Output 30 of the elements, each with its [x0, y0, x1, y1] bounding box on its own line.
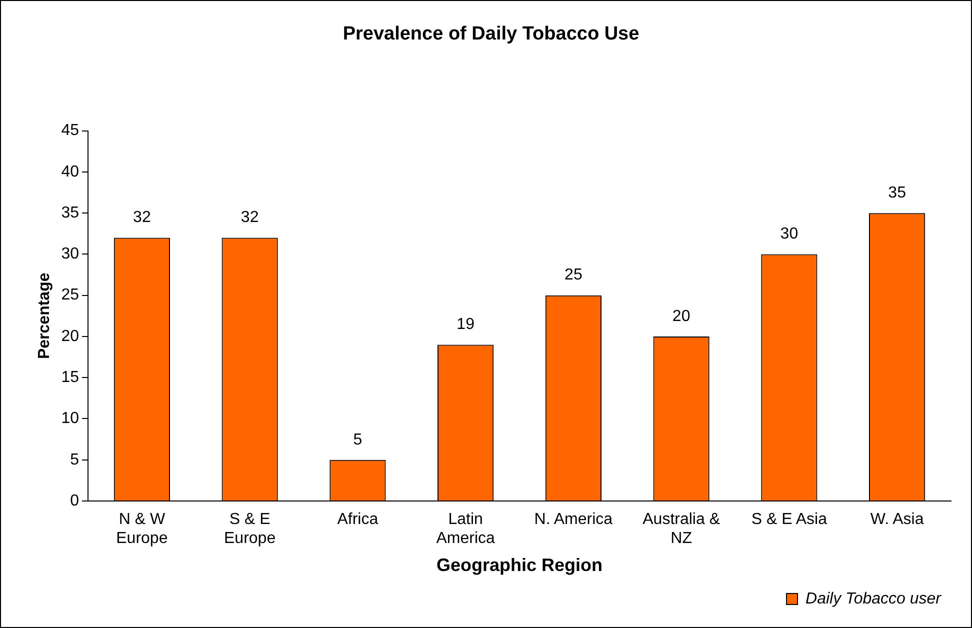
data-label: 20	[672, 308, 690, 325]
y-tick-label: 0	[70, 492, 80, 510]
y-tick-label: 40	[61, 163, 80, 180]
x-tick-label: N & W Europe	[116, 511, 168, 548]
x-tick-label: S & E Europe	[224, 511, 276, 548]
x-tick-label: W. Asia	[870, 511, 924, 528]
x-tick-label: Australia & NZ	[642, 511, 720, 548]
y-tick-label: 15	[61, 369, 80, 386]
y-tick-label: 5	[70, 451, 80, 468]
y-tick-label: 20	[61, 328, 80, 345]
data-label: 25	[564, 266, 582, 284]
x-tick-label: Latin America	[436, 511, 495, 548]
data-label: 5	[353, 431, 362, 448]
y-tick-label: 45	[61, 122, 80, 140]
chart-title: Prevalence of Daily Tobacco Use	[342, 24, 640, 45]
data-label: 30	[780, 226, 798, 243]
data-label: 32	[240, 209, 259, 226]
x-tick-label: Africa	[337, 511, 378, 528]
y-tick-label: 10	[61, 410, 80, 428]
x-tick-label: S & E Asia	[751, 511, 828, 528]
data-label: 19	[456, 316, 475, 334]
data-label: 32	[133, 209, 151, 226]
y-tick-label: 25	[61, 286, 80, 304]
x-tick-label: N. America	[534, 511, 613, 528]
legend-label: Daily Tobacco user	[806, 590, 942, 608]
x-axis-title: Geographic Region	[436, 555, 603, 576]
data-label: 35	[888, 184, 906, 202]
y-axis-title: Percentage	[36, 272, 54, 360]
y-tick-label: 30	[61, 246, 80, 263]
y-tick-label: 35	[61, 204, 80, 222]
